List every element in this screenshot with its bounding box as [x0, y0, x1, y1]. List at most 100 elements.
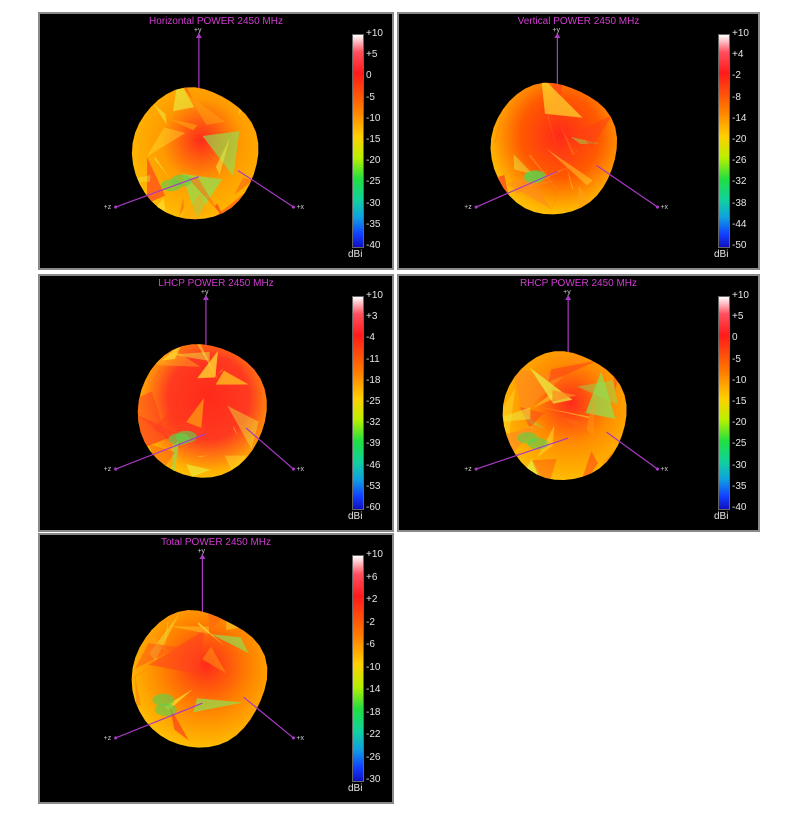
- colorbar-tick-label: +3: [366, 311, 378, 323]
- x-axis-arrow: [655, 205, 660, 209]
- pattern-plot-area: [114, 554, 296, 748]
- colorbar-tick-label: +10: [732, 290, 749, 301]
- colorbar-tick-label: -26: [366, 751, 381, 763]
- colorbar-tick-label: -26: [732, 155, 747, 167]
- colorbar-tick-label: +10: [366, 28, 383, 39]
- y-axis-arrow: [565, 295, 572, 300]
- colorbar-tick-label: -2: [732, 70, 741, 82]
- x-axis-arrow: [655, 467, 660, 471]
- z-axis-label: +z: [464, 466, 472, 474]
- y-axis-label: +y: [200, 289, 209, 296]
- colorbar-tick-label: -20: [732, 134, 747, 145]
- colorbar-unit: dBi: [348, 511, 363, 522]
- colorbar-tick-label: -22: [366, 729, 381, 740]
- colorbar-tick-label: -46: [366, 459, 381, 471]
- z-axis-line: [115, 433, 207, 470]
- colorbar-tick-label: -53: [366, 480, 381, 492]
- colorbar-tick-label: -40: [366, 240, 381, 251]
- colorbar-tick-label: +5: [366, 49, 378, 61]
- z-axis-line: [115, 702, 203, 739]
- colorbar-tick-label: -18: [366, 374, 381, 386]
- colorbar-tick-label: +10: [732, 28, 749, 39]
- z-axis-arrow: [474, 205, 478, 209]
- colorbar: [718, 296, 730, 510]
- colorbar-tick-label: -30: [366, 774, 381, 785]
- colorbar-tick-label: -44: [732, 218, 747, 230]
- colorbar-tick-label: -8: [732, 91, 741, 103]
- z-axis-label: +z: [103, 204, 112, 212]
- colorbar-unit: dBi: [348, 249, 363, 260]
- chart-title: Total POWER 2450 MHz: [160, 537, 272, 548]
- chart-title: RHCP POWER 2450 MHz: [519, 278, 638, 289]
- colorbar-tick-label: -35: [732, 480, 747, 492]
- chart-title: Vertical POWER 2450 MHz: [517, 16, 640, 27]
- colorbar: [352, 34, 364, 248]
- y-axis-arrow: [199, 554, 206, 559]
- colorbar-tick-label: -30: [366, 197, 381, 209]
- colorbar-tick-label: -11: [366, 353, 380, 365]
- chart-title: LHCP POWER 2450 MHz: [158, 278, 274, 289]
- y-axis-arrow: [195, 33, 202, 38]
- x-axis-label: +x: [296, 734, 305, 742]
- colorbar-tick-label: -25: [732, 438, 747, 450]
- colorbar-tick-label: +5: [732, 311, 744, 323]
- colorbar-tick-label: -14: [366, 684, 381, 695]
- colorbar: [718, 34, 730, 248]
- colorbar-tick-label: -18: [366, 706, 381, 718]
- z-axis-line: [475, 170, 558, 208]
- colorbar-tick-label: -20: [732, 417, 747, 429]
- x-axis-line: [237, 170, 294, 208]
- y-axis-label: +y: [563, 289, 571, 296]
- colorbar-tick-label: -39: [366, 438, 381, 450]
- colorbar-tick-label: -32: [732, 176, 747, 188]
- colorbar-unit: dBi: [714, 511, 729, 522]
- colorbar-tick-label: -15: [366, 134, 381, 145]
- x-axis-line: [596, 164, 658, 208]
- z-axis-line: [115, 176, 200, 208]
- colorbar-tick-label: +6: [366, 571, 378, 583]
- pattern-plot-area: [474, 295, 660, 480]
- x-axis-label: +x: [660, 466, 669, 474]
- y-axis-arrow: [202, 295, 209, 300]
- colorbar-tick-label: -40: [732, 502, 747, 513]
- colorbar: [352, 296, 364, 510]
- x-axis-label: +x: [296, 466, 305, 474]
- colorbar-tick-label: -38: [732, 197, 747, 209]
- colorbar-tick-label: -14: [732, 112, 747, 124]
- colorbar-tick-label: -25: [366, 396, 381, 407]
- z-axis-label: +z: [464, 204, 472, 212]
- colorbar-tick-label: +2: [366, 594, 378, 605]
- z-axis-arrow: [114, 467, 118, 471]
- colorbar-tick-label: -20: [366, 155, 381, 167]
- chart-panel-3: +y +z +x LHCP POWER 2450 MHz +10 +3 -4 -11 -18 -2…: [38, 274, 394, 532]
- z-axis-arrow: [114, 736, 118, 740]
- chart-panel-4: +y +z +x RHCP POWER 2450 MHz +10 +5 0 -5 -10 -15 -…: [397, 274, 760, 532]
- y-axis-label: +y: [193, 27, 202, 34]
- colorbar-tick-label: -15: [732, 396, 747, 407]
- colorbar-tick-label: 0: [366, 70, 372, 82]
- colorbar-tick-label: -30: [732, 459, 747, 471]
- colorbar-tick-label: -35: [366, 218, 381, 230]
- colorbar-tick-label: -32: [366, 417, 381, 429]
- z-axis-label: +z: [103, 734, 112, 742]
- colorbar-tick-label: +10: [366, 549, 383, 560]
- colorbar-tick-label: -10: [732, 374, 747, 386]
- colorbar-unit: dBi: [348, 783, 363, 794]
- colorbar-tick-label: -6: [366, 639, 375, 650]
- x-axis-arrow: [291, 205, 296, 209]
- pattern-plot-area: [114, 33, 296, 220]
- colorbar-tick-label: -10: [366, 112, 381, 124]
- x-axis-line: [606, 431, 658, 470]
- y-axis-arrow: [554, 33, 561, 38]
- y-axis-label: +y: [552, 27, 560, 34]
- colorbar-tick-label: -4: [366, 332, 375, 344]
- z-axis-arrow: [114, 205, 118, 209]
- chart-panel-1: +y +z +x Horizontal POWER 2450 MHz +10 +5 0 -5 -…: [38, 12, 394, 270]
- colorbar-tick-label: +10: [366, 290, 383, 301]
- x-axis-label: +x: [296, 204, 305, 212]
- colorbar-tick-label: -5: [366, 91, 375, 103]
- colorbar-tick-label: -5: [732, 353, 741, 365]
- y-axis-label: +y: [197, 548, 205, 555]
- pattern-plot-area: [114, 295, 296, 478]
- colorbar-tick-label: 0: [732, 332, 738, 344]
